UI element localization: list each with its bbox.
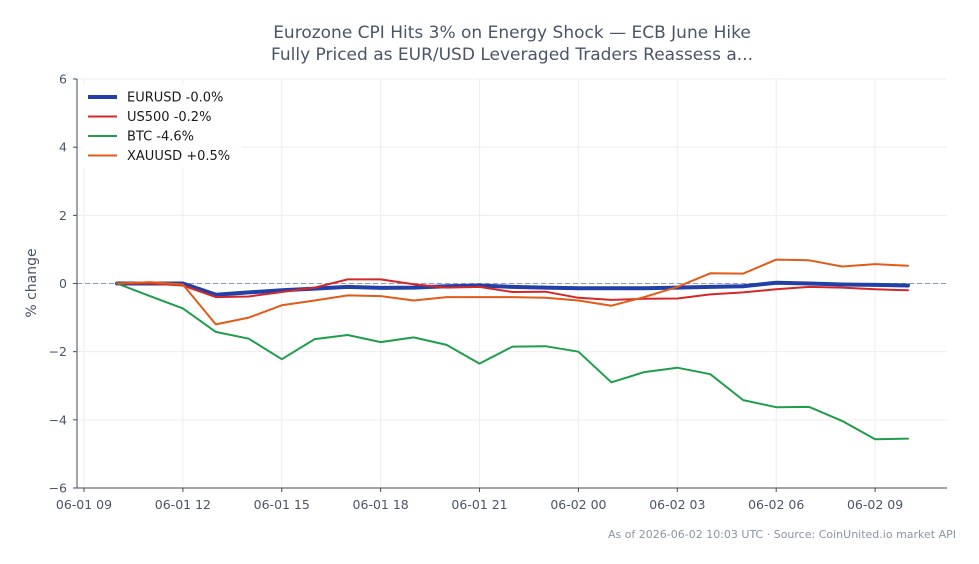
x-tick-label: 06-01 12 xyxy=(155,497,211,512)
x-axis-ticks: 06-01 09 06-01 12 06-01 15 06-01 18 06-01 21… xyxy=(56,488,903,512)
legend: EURUSD -0.0% US500 -0.2% BTC -4.6% XAUUSD +… xyxy=(82,84,242,168)
y-tick-label: −2 xyxy=(49,344,67,359)
series-line-0 xyxy=(115,280,910,297)
x-tick-label: 06-02 06 xyxy=(748,497,804,512)
x-tick-label: 06-01 21 xyxy=(451,497,507,512)
x-tick-label: 06-02 03 xyxy=(649,497,705,512)
x-tick-label: 06-01 18 xyxy=(353,497,409,512)
y-tick-label: −4 xyxy=(49,412,67,427)
x-tick-label: 06-01 09 xyxy=(56,497,112,512)
series-group xyxy=(115,258,910,441)
series-line-2 xyxy=(116,282,909,441)
chart-title-line-1: Eurozone CPI Hits 3% on Energy Shock — E… xyxy=(273,23,751,43)
y-tick-label: 0 xyxy=(59,276,67,291)
y-tick-label: 2 xyxy=(59,208,67,223)
x-tick-label: 06-02 00 xyxy=(550,497,606,512)
series-line-1 xyxy=(116,278,909,301)
legend-label-1: US500 -0.2% xyxy=(127,110,211,125)
y-tick-label: 4 xyxy=(59,140,67,155)
y-axis-label: % change xyxy=(24,248,40,317)
y-tick-label: −6 xyxy=(49,481,67,496)
x-tick-label: 06-01 15 xyxy=(254,497,310,512)
chart-title-line-2: Fully Priced as EUR/USD Leveraged Trader… xyxy=(271,45,753,65)
legend-label-2: BTC -4.6% xyxy=(127,130,194,145)
legend-label-0: EURUSD -0.0% xyxy=(127,91,223,106)
x-tick-label: 06-02 09 xyxy=(847,497,903,512)
legend-label-3: XAUUSD +0.5% xyxy=(127,149,230,164)
series-line-3 xyxy=(116,258,909,326)
footer-source-note: As of 2026-06-02 10:03 UTC · Source: Coi… xyxy=(608,528,956,541)
y-tick-label: 6 xyxy=(59,72,67,87)
y-axis-ticks: −6 −4 −2 0 2 4 6 xyxy=(49,72,77,496)
chart-title: Eurozone CPI Hits 3% on Energy Shock — E… xyxy=(271,23,753,65)
